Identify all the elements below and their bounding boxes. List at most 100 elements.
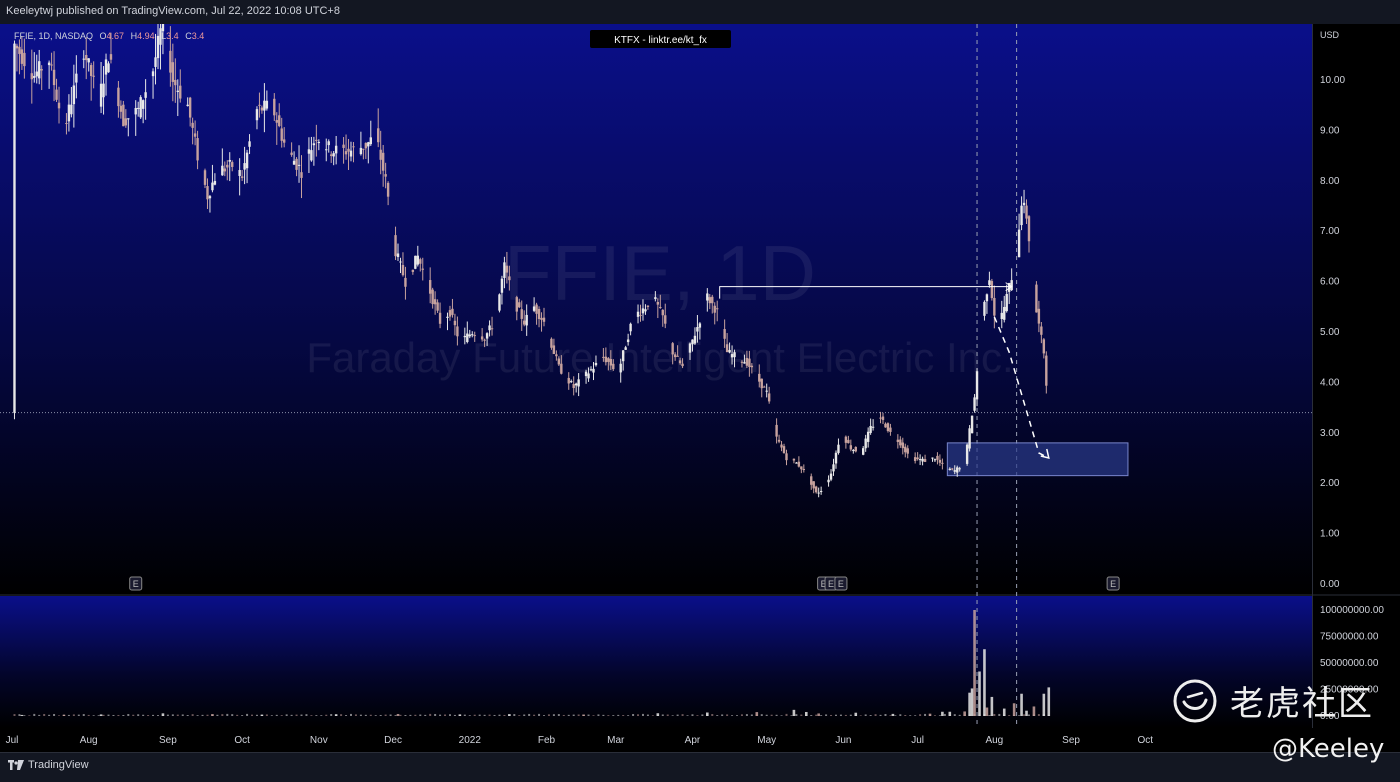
volume-bar [48,714,51,716]
candle-body [35,71,38,77]
volume-bar [736,715,739,716]
candle-body [171,62,175,82]
candle-body [401,265,405,276]
price-tick-label: 9.00 [1320,125,1340,136]
candle-body [688,343,692,353]
candle-body [691,339,694,345]
candle-body [532,306,536,311]
volume-bar [1018,715,1021,716]
candle-body [965,444,969,464]
candle-body [300,172,303,178]
candle-body [862,448,865,455]
candle-body [453,320,457,326]
candle-body [983,301,986,316]
volume-bar [419,714,422,716]
volume-bar [627,715,630,716]
volume-bar [463,714,466,716]
candle-body [785,453,788,461]
volume-bar [152,714,155,716]
candle-body [290,152,293,155]
volume-bar [854,712,858,716]
candle-body [931,457,934,459]
volume-bar [374,715,377,716]
volume-bar [864,714,867,716]
volume-bar [1002,708,1006,716]
volume-bar [924,713,927,716]
volume-bar [637,714,640,716]
time-tick-label: Jul [6,735,19,746]
volume-bar [948,711,952,716]
candle-body [523,320,526,325]
candle-body [1005,294,1008,312]
volume-bar [43,713,46,716]
tradingview-logo[interactable]: TradingView [8,759,89,771]
volume-bar [941,711,944,716]
candle-body [896,439,900,442]
candle-body [923,459,927,462]
candle-body [15,45,19,49]
volume-bar [533,714,536,716]
candle-body [468,334,471,337]
volume-bar [973,610,976,716]
volume-bar [488,714,491,716]
candle-body [1040,326,1043,335]
volume-bar [968,692,971,716]
candle-body [854,446,857,452]
candle-body [179,85,182,99]
volume-bar [938,715,941,716]
candle-body [708,297,711,304]
candle-body [800,466,803,470]
earnings-marker-label: E [828,579,834,589]
candle-body [941,462,944,464]
candle-body [176,90,179,92]
price-chart[interactable]: FFIE, 1D Faraday Future Intelligent Elec… [0,24,1400,752]
candle-body [404,277,407,287]
volume-bar [543,715,546,716]
volume-bar [396,713,400,716]
candle-body [50,64,53,66]
candle-body [587,373,590,379]
volume-bar [295,714,298,716]
top-bar: Keeleytwj published on TradingView.com, … [0,0,1400,25]
candle-body [881,416,885,420]
volume-bar [191,714,194,716]
volume-bar [260,714,264,716]
candle-body [515,297,518,312]
support-zone [946,442,1129,477]
candle-body [748,358,751,368]
candle-body [75,73,78,83]
candle-body [72,85,76,105]
volume-bar [429,713,432,716]
volume-bar [478,714,481,716]
volume-bar [661,714,664,716]
candle-body [602,356,605,358]
candle-body [641,308,645,314]
candle-body [265,100,269,109]
volume-tick-label: 100000000.00 [1320,605,1384,616]
candle-body [20,49,24,64]
volume-bar [988,715,991,716]
volume-bar [305,714,308,716]
candle-body [334,145,338,154]
candle-body [436,302,439,311]
candle-body [795,462,798,464]
volume-bar [181,714,184,716]
candle-body [871,426,875,428]
volume-bar [726,714,729,716]
time-tick-label: Jun [835,735,851,746]
candle-body [107,63,110,73]
candle-body [659,307,662,309]
volume-bar [740,714,743,716]
candle-body [238,170,241,176]
earnings-marker-label: E [1110,579,1116,589]
candle-body [676,355,679,357]
candle-body [381,152,385,171]
volume-bar [1027,714,1030,716]
candle-body [317,141,321,144]
candle-body [968,428,971,449]
candle-body [567,377,570,384]
time-tick-label: Aug [985,735,1003,746]
candle-body [431,289,434,305]
price-tick-label: 2.00 [1320,478,1340,489]
price-tick-label: 8.00 [1320,176,1340,187]
